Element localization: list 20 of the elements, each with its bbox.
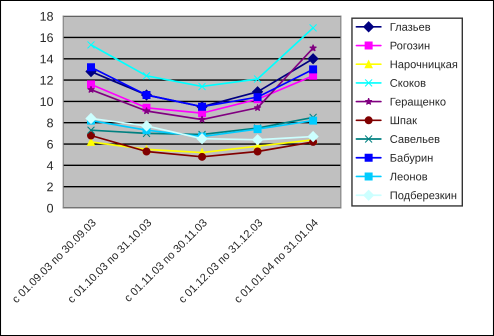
y-tick-label: 10 bbox=[40, 97, 54, 106]
y-tick-label: 14 bbox=[40, 54, 54, 64]
legend-label: Подберезкин bbox=[390, 190, 456, 202]
y-tick-label: 6 bbox=[47, 140, 53, 149]
y-tick-label: 12 bbox=[40, 76, 53, 85]
legend-label: Глазьев bbox=[390, 23, 430, 31]
y-tick-label: 0 bbox=[47, 204, 54, 213]
y-tick-label: 18 bbox=[40, 12, 53, 21]
y-tick-label: 16 bbox=[40, 33, 53, 42]
legend-label: Геращенко bbox=[390, 98, 446, 108]
legend-label: Рогозин bbox=[390, 42, 430, 50]
legend-label: Скоков bbox=[390, 79, 426, 87]
legend-label: Леонов bbox=[390, 172, 428, 180]
legend-label: Савельев bbox=[390, 135, 440, 143]
legend-label: Нарочницкая bbox=[390, 60, 458, 70]
y-tick-label: 8 bbox=[47, 118, 53, 128]
legend-label: Шпак bbox=[390, 116, 418, 124]
y-tick-label: 2 bbox=[47, 182, 53, 192]
y-tick-label: 4 bbox=[46, 161, 54, 170]
legend-label: Бабурин bbox=[390, 154, 433, 164]
